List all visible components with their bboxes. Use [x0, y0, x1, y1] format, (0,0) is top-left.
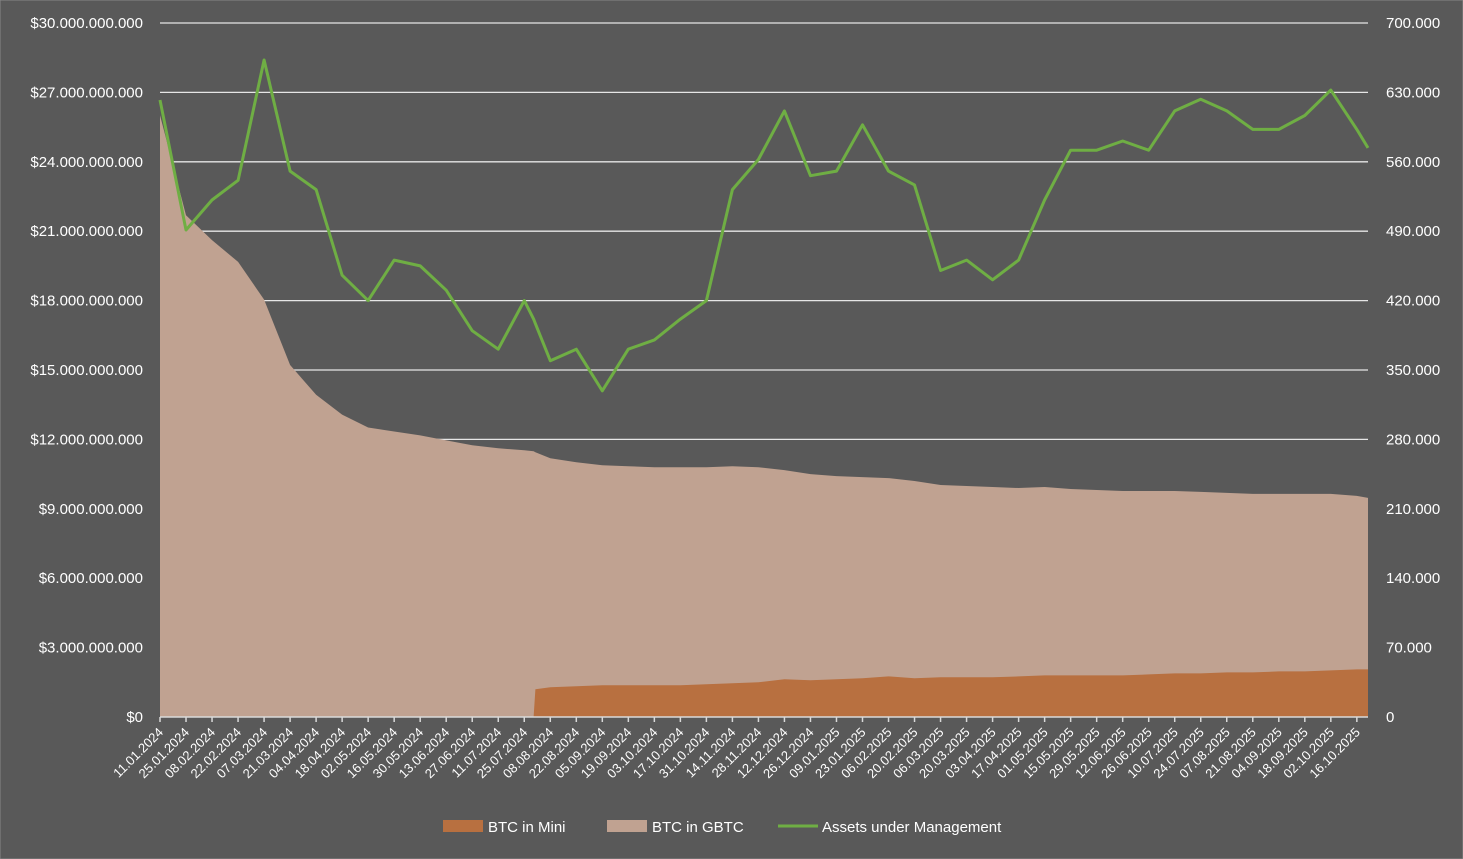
areas: [160, 115, 1368, 717]
legend-label-aum: Assets under Management: [822, 819, 1002, 836]
y-axis-right: 0 70.000 140.000 210.000 280.000 350.000 420.0…: [1386, 15, 1440, 726]
y-left-tick-label: $30.000.000.000: [30, 15, 143, 32]
legend-label-mini: BTC in Mini: [488, 819, 566, 836]
y-right-tick-label: 0: [1386, 709, 1394, 726]
legend-swatch-gbtc: [607, 820, 647, 832]
y-right-tick-label: 630.000: [1386, 84, 1440, 101]
y-left-tick-label: $15.000.000.000: [30, 362, 143, 379]
y-left-tick-label: $18.000.000.000: [30, 293, 143, 310]
y-left-tick-label: $21.000.000.000: [30, 223, 143, 240]
legend: BTC in Mini BTC in GBTC Assets under Man…: [443, 819, 1002, 836]
y-right-tick-label: 210.000: [1386, 501, 1440, 518]
y-right-tick-label: 140.000: [1386, 570, 1440, 587]
y-left-tick-label: $24.000.000.000: [30, 154, 143, 171]
y-right-tick-label: 70.000: [1386, 640, 1432, 657]
legend-swatch-mini: [443, 820, 483, 832]
x-axis: 11.01.202425.01.202408.02.202422.02.2024…: [110, 716, 1368, 781]
y-right-tick-label: 490.000: [1386, 223, 1440, 240]
y-left-tick-label: $27.000.000.000: [30, 84, 143, 101]
line-assets-under-management: [158, 58, 1370, 393]
y-left-tick-label: $0: [126, 709, 143, 726]
lines: [158, 58, 1370, 393]
y-right-tick-label: 560.000: [1386, 154, 1440, 171]
area-btc-in-mini: [160, 669, 1368, 717]
y-right-tick-label: 280.000: [1386, 431, 1440, 448]
legend-label-gbtc: BTC in GBTC: [652, 819, 744, 836]
y-right-tick-label: 350.000: [1386, 362, 1440, 379]
y-left-tick-label: $9.000.000.000: [39, 501, 143, 518]
area-btc-in-gbtc: [160, 115, 1368, 717]
y-left-tick-label: $3.000.000.000: [39, 640, 143, 657]
y-right-tick-label: 420.000: [1386, 293, 1440, 310]
y-right-tick-label: 700.000: [1386, 15, 1440, 32]
y-axis-left: $0 $3.000.000.000 $6.000.000.000 $9.000.000…: [30, 15, 143, 726]
y-left-tick-label: $6.000.000.000: [39, 570, 143, 587]
y-left-tick-label: $12.000.000.000: [30, 431, 143, 448]
